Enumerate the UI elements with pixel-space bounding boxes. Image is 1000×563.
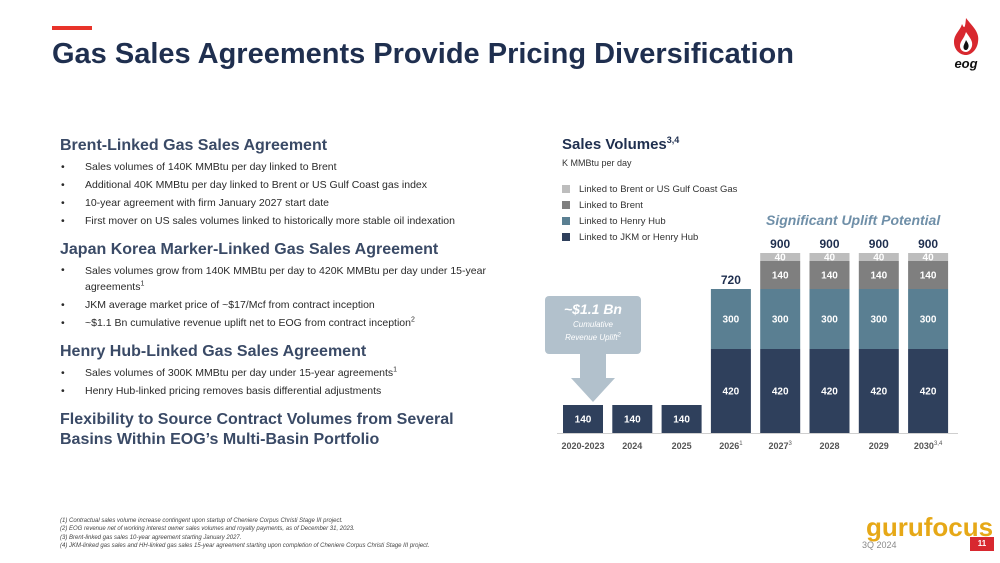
chart-subtitle: K MMBtu per day bbox=[562, 158, 632, 168]
legend-item: Linked to Brent or US Gulf Coast Gas bbox=[562, 181, 737, 197]
bar-total-label: 720 bbox=[721, 273, 741, 287]
bar-segment bbox=[858, 253, 899, 261]
bar-segment bbox=[760, 253, 801, 261]
bar-value-label: 40 bbox=[873, 253, 885, 264]
bar-segment bbox=[908, 289, 949, 349]
section-heading: Japan Korea Marker-Linked Gas Sales Agre… bbox=[60, 241, 439, 258]
bar-value-label: 140 bbox=[870, 271, 887, 282]
footnote: (2) EOG revenue net of working interest … bbox=[60, 526, 355, 533]
bullet-item: 10-year agreement with firm January 2027… bbox=[60, 194, 500, 212]
uplift-label-line1: Cumulative bbox=[572, 320, 613, 329]
section-heading: Brent-Linked Gas Sales Agreement bbox=[60, 137, 328, 154]
bar-value-label: 420 bbox=[821, 387, 838, 398]
bullet-item: JKM average market price of ~$17/Mcf fro… bbox=[60, 296, 500, 314]
bar-segment bbox=[858, 261, 899, 289]
chart-title: Sales Volumes3,4 bbox=[562, 135, 680, 154]
bar-value-label: 140 bbox=[624, 415, 641, 426]
bar-value-label: 300 bbox=[920, 315, 937, 326]
bar-value-label: 300 bbox=[772, 315, 789, 326]
bar-segment bbox=[809, 349, 850, 433]
bullet-item: First mover on US sales volumes linked t… bbox=[60, 212, 500, 230]
henry-hub-section: Henry Hub-Linked Gas Sales Agreement Sal… bbox=[60, 342, 500, 400]
bar-total-label: 900 bbox=[819, 237, 839, 251]
bullet-item: Sales volumes grow from 140K MMBtu per d… bbox=[60, 262, 500, 296]
bar-value-label: 420 bbox=[870, 387, 887, 398]
jkm-section: Japan Korea Marker-Linked Gas Sales Agre… bbox=[60, 240, 500, 332]
closing-heading: Flexibility to Source Contract Volumes f… bbox=[60, 411, 454, 448]
bar-value-label: 420 bbox=[772, 387, 789, 398]
bullet-item: Henry Hub-linked pricing removes basis d… bbox=[60, 382, 500, 400]
bar-value-label: 140 bbox=[920, 271, 937, 282]
x-tick-label: 2025 bbox=[672, 441, 692, 451]
bullet-item: ~$1.1 Bn cumulative revenue uplift net t… bbox=[60, 314, 500, 332]
bullet-item: Additional 40K MMBtu per day linked to B… bbox=[60, 176, 500, 194]
uplift-callout: Significant Uplift Potential bbox=[766, 212, 941, 228]
bar-segment bbox=[908, 253, 949, 261]
bar-value-label: 140 bbox=[673, 415, 690, 426]
bar-value-label: 40 bbox=[775, 253, 787, 264]
bar-segment bbox=[710, 289, 751, 349]
bar-value-label: 300 bbox=[821, 315, 838, 326]
bar-value-label: 420 bbox=[920, 387, 937, 398]
revenue-uplift-bubble: ~$1.1 Bn Cumulative Revenue Uplift2 bbox=[545, 296, 641, 354]
bar-segment bbox=[858, 289, 899, 349]
bar-value-label: 300 bbox=[870, 315, 887, 326]
down-arrow-icon bbox=[571, 354, 615, 402]
bar-segment bbox=[612, 405, 653, 433]
bar-value-label: 420 bbox=[723, 387, 740, 398]
bar-segment bbox=[908, 349, 949, 433]
chart-legend: Linked to Brent or US Gulf Coast Gas Lin… bbox=[562, 181, 737, 245]
x-tick-label: 20303,4 bbox=[914, 441, 943, 451]
legend-item: Linked to Brent bbox=[562, 197, 737, 213]
x-tick-label: 20261 bbox=[719, 441, 743, 451]
footnote: (4) JKM-linked gas sales and HH-linked g… bbox=[60, 543, 430, 550]
flame-icon bbox=[954, 18, 979, 55]
footnote: (3) Brent-linked gas sales 10-year agree… bbox=[60, 534, 242, 541]
page-number: 11 bbox=[970, 537, 994, 551]
bar-value-label: 140 bbox=[575, 415, 592, 426]
title-accent-bar bbox=[52, 26, 92, 30]
footnotes: (1) Contractual sales volume increase co… bbox=[60, 517, 620, 551]
x-tick-label: 2028 bbox=[819, 441, 839, 451]
bar-segment bbox=[563, 405, 603, 433]
footnote: (1) Contractual sales volume increase co… bbox=[60, 518, 343, 524]
legend-item: Linked to Henry Hub bbox=[562, 213, 737, 229]
bar-value-label: 140 bbox=[821, 271, 838, 282]
x-tick-label: 2024 bbox=[622, 441, 642, 451]
page-date: 3Q 2024 bbox=[862, 540, 897, 550]
bar-segment bbox=[661, 405, 702, 433]
bar-segment bbox=[858, 349, 899, 433]
eog-logo: eog bbox=[946, 16, 986, 72]
bar-total-label: 900 bbox=[770, 237, 790, 251]
x-tick-label: 20273 bbox=[769, 441, 793, 451]
bar-segment bbox=[760, 349, 801, 433]
bar-segment bbox=[710, 349, 751, 433]
x-tick-label: 2029 bbox=[869, 441, 889, 451]
bar-value-label: 140 bbox=[772, 271, 789, 282]
bar-total-label: 900 bbox=[918, 237, 938, 251]
uplift-label-line2: Revenue Uplift2 bbox=[565, 332, 621, 342]
section-heading: Henry Hub-Linked Gas Sales Agreement bbox=[60, 343, 367, 360]
bar-segment bbox=[760, 261, 801, 289]
bar-segment bbox=[809, 261, 850, 289]
logo-text: eog bbox=[954, 56, 978, 71]
bar-segment bbox=[760, 289, 801, 349]
agreements-panel: Brent-Linked Gas Sales Agreement Sales v… bbox=[60, 136, 500, 450]
bar-value-label: 40 bbox=[824, 253, 836, 264]
legend-item: Linked to JKM or Henry Hub bbox=[562, 229, 737, 245]
bar-value-label: 300 bbox=[723, 315, 740, 326]
x-tick-label: 2020-2023 bbox=[561, 441, 604, 451]
bullet-item: Sales volumes of 140K MMBtu per day link… bbox=[60, 158, 500, 176]
brent-section: Brent-Linked Gas Sales Agreement Sales v… bbox=[60, 136, 500, 230]
page-title: Gas Sales Agreements Provide Pricing Div… bbox=[52, 38, 794, 70]
bar-value-label: 40 bbox=[923, 253, 935, 264]
bar-total-label: 900 bbox=[869, 237, 889, 251]
bar-segment bbox=[809, 253, 850, 261]
bullet-item: Sales volumes of 300K MMBtu per day unde… bbox=[60, 364, 500, 382]
bar-segment bbox=[809, 289, 850, 349]
bar-segment bbox=[908, 261, 949, 289]
uplift-value: ~$1.1 Bn bbox=[564, 301, 622, 317]
